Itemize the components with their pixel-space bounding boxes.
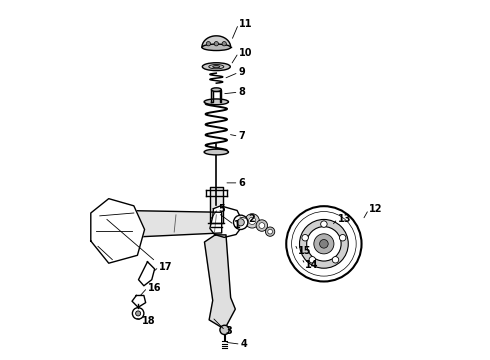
Circle shape — [136, 311, 141, 316]
Circle shape — [340, 234, 346, 241]
Circle shape — [302, 234, 308, 241]
Circle shape — [259, 223, 265, 228]
Circle shape — [319, 239, 328, 248]
Circle shape — [237, 219, 245, 226]
Circle shape — [299, 220, 348, 268]
Text: 12: 12 — [368, 204, 382, 215]
Text: 10: 10 — [239, 48, 252, 58]
Text: 3: 3 — [225, 325, 232, 336]
Text: 7: 7 — [239, 131, 245, 141]
Circle shape — [222, 41, 226, 46]
Circle shape — [214, 41, 219, 46]
Text: 9: 9 — [239, 67, 245, 77]
Polygon shape — [109, 211, 221, 238]
Text: 4: 4 — [241, 339, 247, 349]
Circle shape — [234, 215, 248, 229]
Text: 17: 17 — [159, 262, 172, 272]
Text: 1: 1 — [234, 220, 241, 230]
Text: 18: 18 — [142, 316, 155, 325]
Circle shape — [245, 214, 259, 228]
Text: 16: 16 — [147, 283, 161, 293]
Ellipse shape — [204, 149, 228, 155]
Circle shape — [132, 308, 144, 319]
Polygon shape — [204, 235, 235, 329]
Polygon shape — [210, 187, 223, 223]
Ellipse shape — [202, 63, 230, 71]
Text: 11: 11 — [239, 19, 252, 29]
Circle shape — [286, 206, 362, 282]
Text: 2: 2 — [248, 214, 255, 224]
Text: 14: 14 — [305, 260, 319, 270]
Polygon shape — [139, 262, 155, 286]
Circle shape — [220, 325, 229, 334]
Ellipse shape — [204, 99, 228, 105]
Polygon shape — [132, 296, 146, 307]
Text: 15: 15 — [298, 246, 312, 256]
Polygon shape — [211, 90, 221, 102]
Circle shape — [307, 226, 341, 261]
Ellipse shape — [202, 44, 231, 50]
Ellipse shape — [211, 88, 221, 91]
Text: 6: 6 — [239, 178, 245, 188]
Polygon shape — [91, 199, 145, 263]
Circle shape — [206, 41, 211, 46]
Circle shape — [332, 257, 339, 263]
Text: 13: 13 — [338, 214, 351, 224]
Circle shape — [268, 229, 272, 234]
Text: 5: 5 — [218, 204, 225, 214]
Ellipse shape — [213, 66, 220, 68]
Polygon shape — [202, 36, 231, 47]
Circle shape — [314, 234, 334, 254]
Polygon shape — [210, 206, 242, 237]
Circle shape — [309, 257, 316, 263]
Text: 8: 8 — [239, 87, 245, 97]
Circle shape — [266, 227, 275, 236]
Circle shape — [256, 220, 268, 231]
Circle shape — [320, 221, 327, 227]
Circle shape — [248, 217, 256, 225]
